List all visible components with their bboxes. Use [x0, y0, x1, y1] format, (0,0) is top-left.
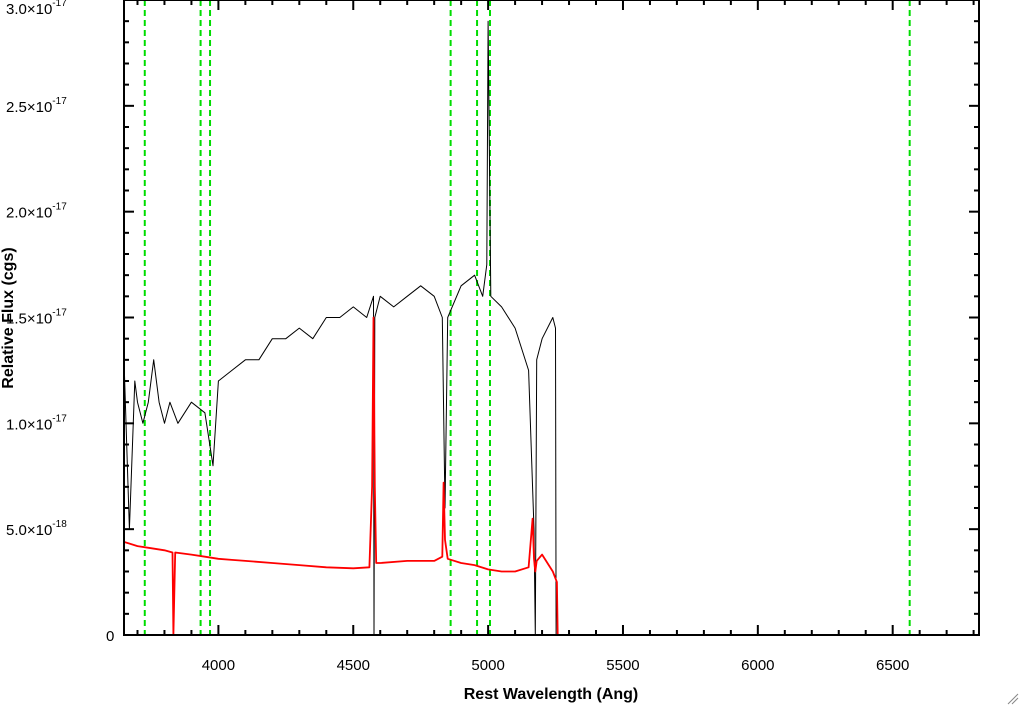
y-tick-labels: 0 5.0×10-18 1.0×10-17 1.5×10-17 2.0×10-17 2.5… [6, 0, 114, 645]
x-tick-label: 5500 [606, 657, 639, 674]
emission-line-markers [143, 0, 911, 635]
y-tick-label: 0 [106, 628, 114, 645]
spectrum-line-red [123, 316, 979, 636]
x-tick-label: 4000 [202, 657, 235, 674]
x-tick-label: 4500 [337, 657, 370, 674]
x-tick-labels: 4000 4500 5000 5500 6000 6500 [202, 657, 910, 674]
resize-grip-icon [1007, 693, 1019, 705]
x-tick-label: 6500 [876, 657, 909, 674]
plot-frame [123, 0, 980, 636]
y-tick-label: 2.5×10-17 [6, 96, 67, 116]
x-tick-label: 5000 [471, 657, 504, 674]
x-tick-label: 6000 [741, 657, 774, 674]
y-tick-label: 1.0×10-17 [6, 413, 67, 433]
spectrum-series [123, 20, 979, 636]
x-axis-title: Rest Wavelength (Ang) [464, 686, 639, 703]
y-tick-label: 1.5×10-17 [6, 308, 67, 328]
y-axis-title: Relative Flux (cgs) [0, 247, 17, 388]
y-tick-label: 2.0×10-17 [6, 202, 67, 222]
y-tick-label: 5.0×10-18 [6, 519, 67, 539]
y-tick-label: 3.0×10-17 [6, 0, 67, 18]
